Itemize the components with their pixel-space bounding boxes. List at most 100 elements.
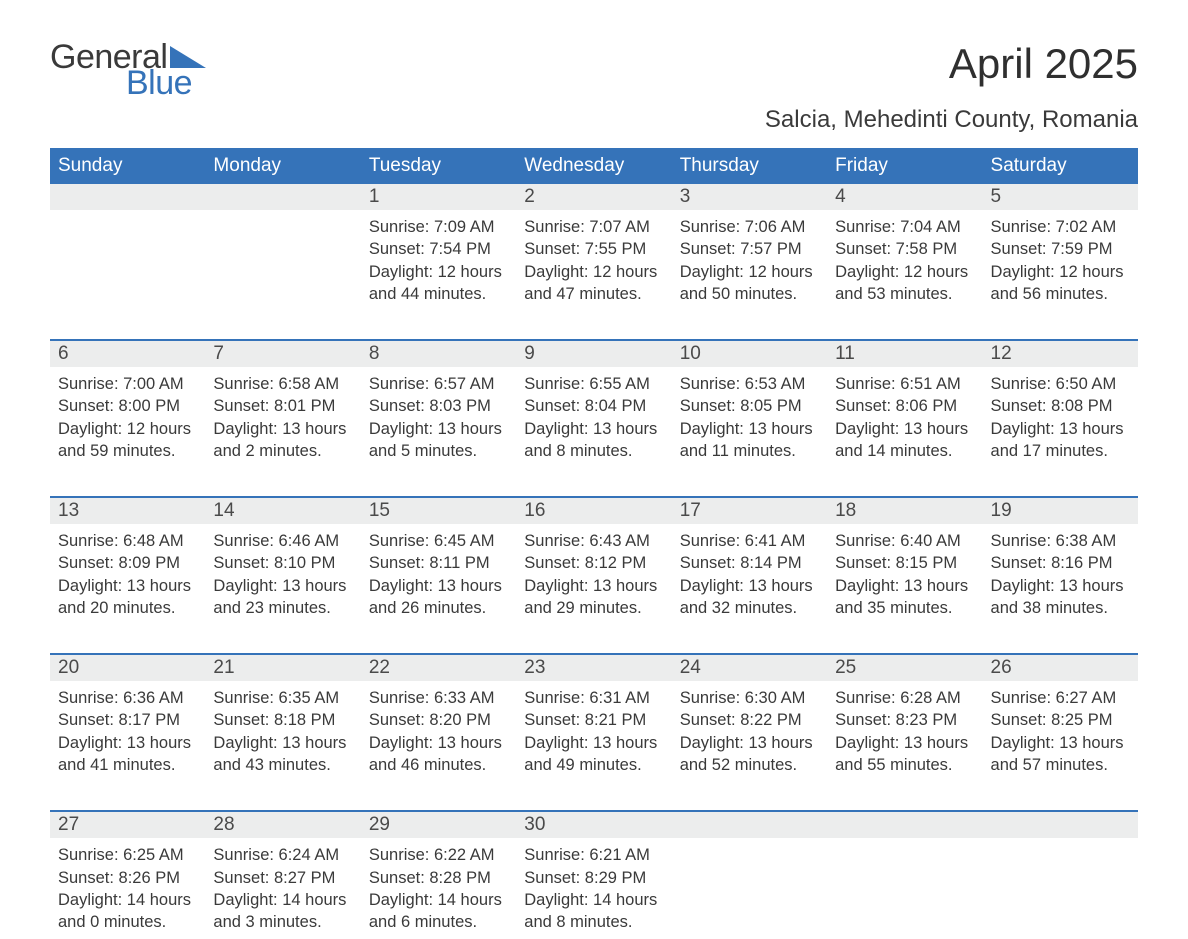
day-detail: Sunrise: 6:53 AMSunset: 8:05 PMDaylight:… (672, 367, 827, 497)
daylight-line: Daylight: 13 hours and 29 minutes. (524, 575, 663, 620)
sunset-line: Sunset: 8:03 PM (369, 395, 508, 417)
sunrise-line: Sunrise: 6:35 AM (213, 687, 352, 709)
daylight-line: Daylight: 12 hours and 47 minutes. (524, 261, 663, 306)
day-number: 16 (516, 497, 671, 524)
sunrise-line: Sunrise: 6:33 AM (369, 687, 508, 709)
location-subtitle: Salcia, Mehedinti County, Romania (50, 106, 1138, 134)
day-detail: Sunrise: 6:55 AMSunset: 8:04 PMDaylight:… (516, 367, 671, 497)
sunset-line: Sunset: 8:26 PM (58, 867, 197, 889)
day-detail: Sunrise: 6:51 AMSunset: 8:06 PMDaylight:… (827, 367, 982, 497)
day-number: 9 (516, 340, 671, 367)
sunset-line: Sunset: 8:28 PM (369, 867, 508, 889)
day-number: 20 (50, 654, 205, 681)
sunrise-line: Sunrise: 6:58 AM (213, 373, 352, 395)
detail-row: Sunrise: 6:48 AMSunset: 8:09 PMDaylight:… (50, 524, 1138, 654)
sunrise-line: Sunrise: 7:04 AM (835, 216, 974, 238)
detail-row: Sunrise: 6:36 AMSunset: 8:17 PMDaylight:… (50, 681, 1138, 811)
detail-row: Sunrise: 6:25 AMSunset: 8:26 PMDaylight:… (50, 838, 1138, 939)
day-detail: Sunrise: 7:09 AMSunset: 7:54 PMDaylight:… (361, 210, 516, 340)
day-detail: Sunrise: 6:58 AMSunset: 8:01 PMDaylight:… (205, 367, 360, 497)
day-number: 6 (50, 340, 205, 367)
day-number (672, 811, 827, 838)
day-detail: Sunrise: 6:46 AMSunset: 8:10 PMDaylight:… (205, 524, 360, 654)
day-detail (205, 210, 360, 340)
sunset-line: Sunset: 8:22 PM (680, 709, 819, 731)
sunset-line: Sunset: 8:27 PM (213, 867, 352, 889)
daylight-line: Daylight: 13 hours and 2 minutes. (213, 418, 352, 463)
sunset-line: Sunset: 8:16 PM (991, 552, 1130, 574)
day-number: 30 (516, 811, 671, 838)
sunrise-line: Sunrise: 6:43 AM (524, 530, 663, 552)
sunrise-line: Sunrise: 6:24 AM (213, 844, 352, 866)
sunset-line: Sunset: 7:58 PM (835, 238, 974, 260)
day-detail: Sunrise: 6:35 AMSunset: 8:18 PMDaylight:… (205, 681, 360, 811)
sunrise-line: Sunrise: 6:40 AM (835, 530, 974, 552)
daylight-line: Daylight: 13 hours and 20 minutes. (58, 575, 197, 620)
daylight-line: Daylight: 13 hours and 5 minutes. (369, 418, 508, 463)
day-detail: Sunrise: 6:24 AMSunset: 8:27 PMDaylight:… (205, 838, 360, 939)
daylight-line: Daylight: 13 hours and 8 minutes. (524, 418, 663, 463)
day-number (205, 184, 360, 210)
day-number: 24 (672, 654, 827, 681)
day-detail: Sunrise: 6:30 AMSunset: 8:22 PMDaylight:… (672, 681, 827, 811)
daylight-line: Daylight: 13 hours and 49 minutes. (524, 732, 663, 777)
daylight-line: Daylight: 13 hours and 11 minutes. (680, 418, 819, 463)
day-detail: Sunrise: 6:22 AMSunset: 8:28 PMDaylight:… (361, 838, 516, 939)
sunrise-line: Sunrise: 6:48 AM (58, 530, 197, 552)
day-detail: Sunrise: 6:57 AMSunset: 8:03 PMDaylight:… (361, 367, 516, 497)
daylight-line: Daylight: 13 hours and 55 minutes. (835, 732, 974, 777)
day-detail: Sunrise: 6:28 AMSunset: 8:23 PMDaylight:… (827, 681, 982, 811)
day-number: 19 (983, 497, 1138, 524)
day-number: 5 (983, 184, 1138, 210)
day-number: 28 (205, 811, 360, 838)
detail-row: Sunrise: 7:09 AMSunset: 7:54 PMDaylight:… (50, 210, 1138, 340)
daylight-line: Daylight: 13 hours and 35 minutes. (835, 575, 974, 620)
day-number: 27 (50, 811, 205, 838)
day-detail: Sunrise: 6:41 AMSunset: 8:14 PMDaylight:… (672, 524, 827, 654)
sunrise-line: Sunrise: 7:06 AM (680, 216, 819, 238)
day-detail: Sunrise: 7:02 AMSunset: 7:59 PMDaylight:… (983, 210, 1138, 340)
day-detail: Sunrise: 6:33 AMSunset: 8:20 PMDaylight:… (361, 681, 516, 811)
sunrise-line: Sunrise: 6:41 AM (680, 530, 819, 552)
day-number (983, 811, 1138, 838)
sunrise-line: Sunrise: 6:31 AM (524, 687, 663, 709)
day-detail: Sunrise: 6:40 AMSunset: 8:15 PMDaylight:… (827, 524, 982, 654)
daylight-line: Daylight: 13 hours and 57 minutes. (991, 732, 1130, 777)
sunrise-line: Sunrise: 6:57 AM (369, 373, 508, 395)
day-detail: Sunrise: 7:04 AMSunset: 7:58 PMDaylight:… (827, 210, 982, 340)
day-detail: Sunrise: 6:43 AMSunset: 8:12 PMDaylight:… (516, 524, 671, 654)
col-monday: Monday (205, 148, 360, 184)
day-number: 1 (361, 184, 516, 210)
sunrise-line: Sunrise: 6:53 AM (680, 373, 819, 395)
col-friday: Friday (827, 148, 982, 184)
sunset-line: Sunset: 8:17 PM (58, 709, 197, 731)
sunrise-line: Sunrise: 6:21 AM (524, 844, 663, 866)
day-number: 3 (672, 184, 827, 210)
sunset-line: Sunset: 8:25 PM (991, 709, 1130, 731)
daylight-line: Daylight: 14 hours and 0 minutes. (58, 889, 197, 934)
brand-logo: General Blue (50, 40, 206, 100)
day-number: 25 (827, 654, 982, 681)
sunset-line: Sunset: 8:00 PM (58, 395, 197, 417)
day-number: 17 (672, 497, 827, 524)
daylight-line: Daylight: 12 hours and 53 minutes. (835, 261, 974, 306)
day-number: 13 (50, 497, 205, 524)
daylight-line: Daylight: 13 hours and 46 minutes. (369, 732, 508, 777)
day-detail: Sunrise: 6:48 AMSunset: 8:09 PMDaylight:… (50, 524, 205, 654)
daylight-line: Daylight: 12 hours and 44 minutes. (369, 261, 508, 306)
sunrise-line: Sunrise: 6:55 AM (524, 373, 663, 395)
day-detail (983, 838, 1138, 939)
daylight-line: Daylight: 13 hours and 14 minutes. (835, 418, 974, 463)
sunset-line: Sunset: 8:15 PM (835, 552, 974, 574)
day-detail: Sunrise: 6:50 AMSunset: 8:08 PMDaylight:… (983, 367, 1138, 497)
sunset-line: Sunset: 7:55 PM (524, 238, 663, 260)
day-number: 29 (361, 811, 516, 838)
daynum-row: 12345 (50, 184, 1138, 210)
sunrise-line: Sunrise: 7:07 AM (524, 216, 663, 238)
sunrise-line: Sunrise: 6:51 AM (835, 373, 974, 395)
daylight-line: Daylight: 13 hours and 17 minutes. (991, 418, 1130, 463)
sunset-line: Sunset: 7:54 PM (369, 238, 508, 260)
sunset-line: Sunset: 8:12 PM (524, 552, 663, 574)
day-number: 23 (516, 654, 671, 681)
daylight-line: Daylight: 13 hours and 38 minutes. (991, 575, 1130, 620)
